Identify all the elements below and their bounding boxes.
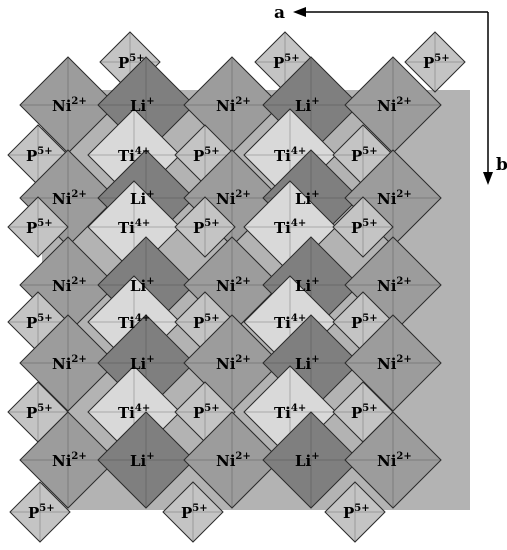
- ni-ion-label: Ni2+: [377, 276, 412, 295]
- ni-ion-label: Ni2+: [216, 451, 251, 470]
- li-ion-label: Li+: [130, 189, 155, 208]
- p-ion-label: P5+: [26, 218, 53, 237]
- ion-labels-layer: P5+ P5+ P5+ Ni2+ Li+ Ni2+ Li+ Ni2+ P5+ Ti4+ P5+ Ti4…: [26, 53, 450, 522]
- p-ion-label: P5+: [26, 313, 53, 332]
- ti-ion-label: Ti4+: [118, 403, 150, 422]
- ni-ion-label: Ni2+: [216, 96, 251, 115]
- ti-ion-label: Ti4+: [118, 146, 150, 165]
- ni-ion-label: Ni2+: [216, 276, 251, 295]
- li-ion-label: Li+: [295, 276, 320, 295]
- p-ion-label: P5+: [193, 403, 220, 422]
- ti-ion-label: Ti4+: [274, 313, 306, 332]
- ni-ion-label: Ni2+: [216, 354, 251, 373]
- ni-ion-label: Ni2+: [377, 354, 412, 373]
- li-ion-label: Li+: [130, 276, 155, 295]
- p-ion-label: P5+: [193, 146, 220, 165]
- ti-ion-label: Ti4+: [274, 403, 306, 422]
- ni-ion-label: Ni2+: [52, 276, 87, 295]
- p-ion-label: P5+: [193, 218, 220, 237]
- p-ion-label: P5+: [351, 313, 378, 332]
- p-ion-label: P5+: [423, 53, 450, 72]
- p-ion-label: P5+: [26, 403, 53, 422]
- ti-ion-label: Ti4+: [274, 146, 306, 165]
- li-ion-label: Li+: [295, 451, 320, 470]
- li-ion-label: Li+: [130, 451, 155, 470]
- ni-ion-label: Ni2+: [216, 189, 251, 208]
- a-axis-arrowhead: [293, 7, 306, 17]
- p-ion-label: P5+: [193, 313, 220, 332]
- p-ion-label: P5+: [351, 218, 378, 237]
- p-ion-label: P5+: [273, 53, 300, 72]
- p-ion-label: P5+: [181, 503, 208, 522]
- li-ion-label: Li+: [130, 354, 155, 373]
- p-ion-label: P5+: [26, 146, 53, 165]
- ni-ion-label: Ni2+: [52, 96, 87, 115]
- li-ion-label: Li+: [295, 189, 320, 208]
- ni-ion-label: Ni2+: [377, 96, 412, 115]
- ni-ion-label: Ni2+: [52, 451, 87, 470]
- ti-ion-label: Ti4+: [118, 313, 150, 332]
- li-ion-label: Li+: [295, 96, 320, 115]
- p-ion-label: P5+: [343, 503, 370, 522]
- li-ion-label: Li+: [130, 96, 155, 115]
- ni-ion-label: Ni2+: [377, 451, 412, 470]
- ni-ion-label: Ni2+: [52, 189, 87, 208]
- ti-ion-label: Ti4+: [118, 218, 150, 237]
- p-ion-label: P5+: [351, 146, 378, 165]
- p-ion-label: P5+: [28, 503, 55, 522]
- a-axis-label: a: [274, 3, 285, 23]
- polyhedra-layer: [7, 31, 470, 543]
- ni-ion-label: Ni2+: [52, 354, 87, 373]
- b-axis-arrowhead: [483, 172, 493, 185]
- p-ion-label: P5+: [351, 403, 378, 422]
- ti-ion-label: Ti4+: [274, 218, 306, 237]
- p-ion-label: P5+: [118, 53, 145, 72]
- b-axis-label: b: [496, 155, 507, 175]
- ni-ion-label: Ni2+: [377, 189, 412, 208]
- li-ion-label: Li+: [295, 354, 320, 373]
- axes-indicator: a b: [274, 3, 507, 185]
